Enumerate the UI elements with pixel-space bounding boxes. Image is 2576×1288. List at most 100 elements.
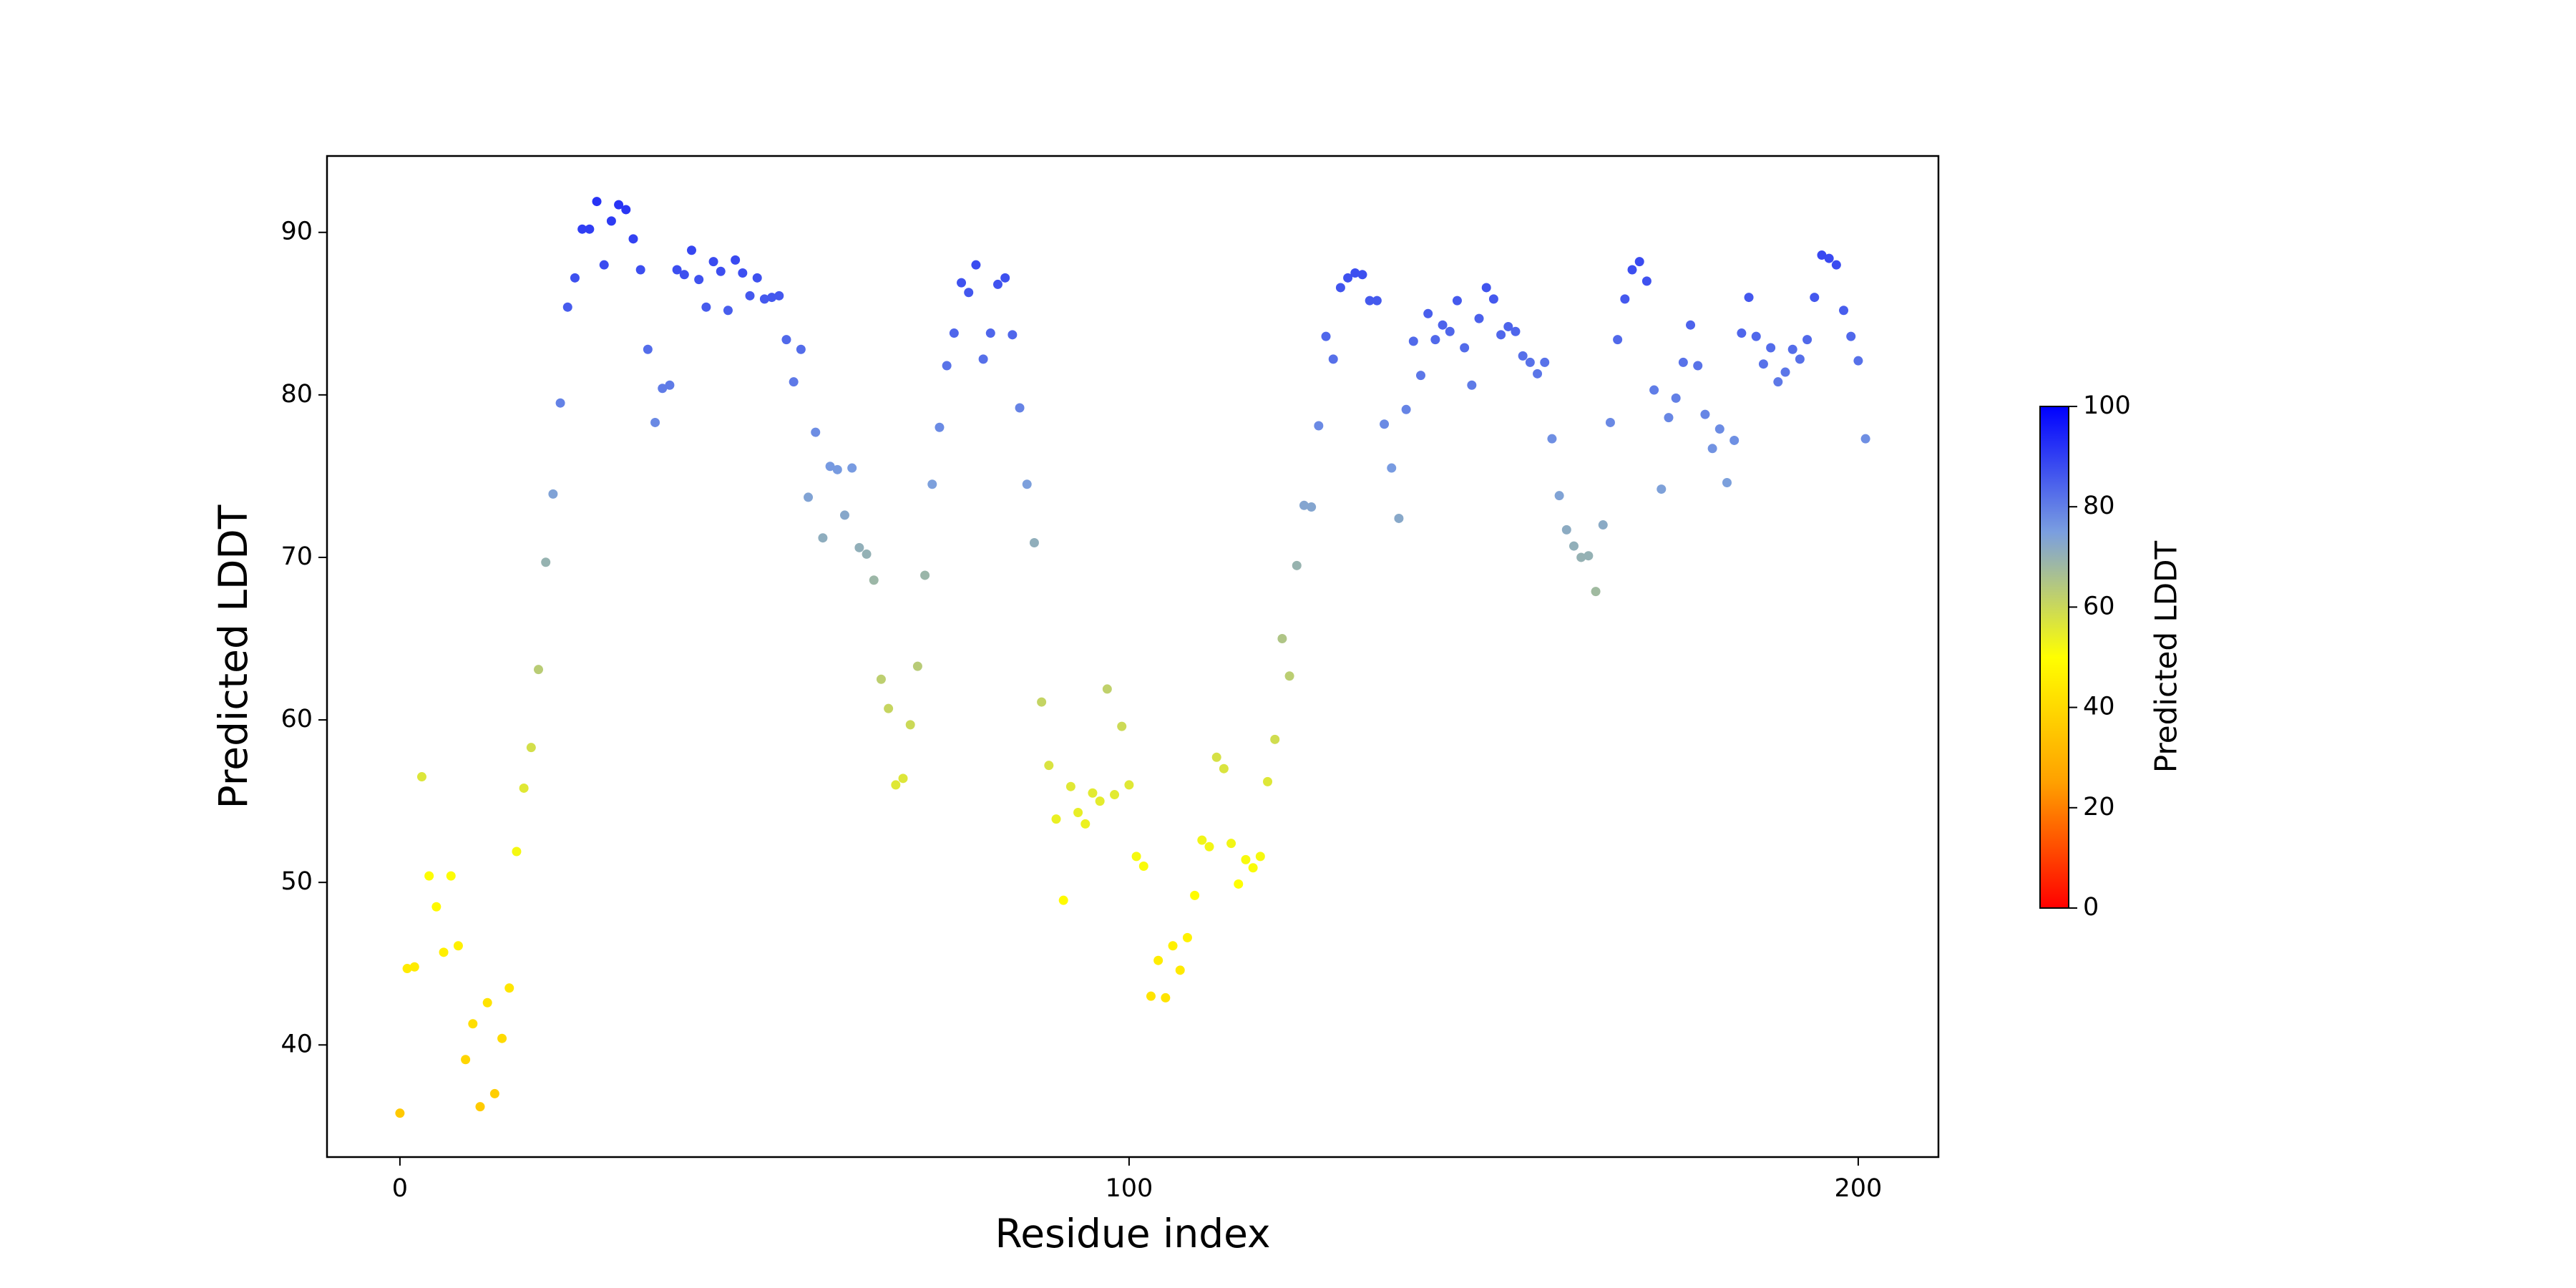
point [1729, 435, 1740, 445]
point [1168, 941, 1178, 951]
point [1678, 357, 1688, 367]
point [847, 463, 857, 473]
point [876, 674, 886, 684]
point [1423, 308, 1433, 318]
point [1561, 525, 1571, 535]
point [1401, 404, 1411, 414]
point [759, 294, 769, 304]
point [1408, 336, 1418, 346]
point [526, 743, 536, 753]
point [964, 288, 974, 298]
point [599, 260, 609, 270]
point [1204, 841, 1214, 852]
point [1161, 992, 1171, 1002]
point [1022, 479, 1032, 489]
point [1219, 763, 1229, 774]
point [1182, 932, 1192, 942]
point [1445, 326, 1455, 336]
point [1110, 790, 1120, 800]
point [1438, 320, 1448, 330]
point [1481, 283, 1491, 293]
point [1686, 320, 1696, 330]
point [679, 270, 689, 280]
point [1284, 671, 1294, 681]
point [1540, 357, 1550, 367]
point [1211, 752, 1221, 762]
point [555, 398, 565, 408]
y-tick-label: 80 [280, 380, 313, 409]
point [839, 510, 849, 520]
point [489, 1088, 499, 1098]
point [1307, 502, 1317, 512]
point [1547, 434, 1557, 444]
point [1853, 356, 1863, 366]
point [1387, 463, 1397, 473]
point [1394, 513, 1404, 523]
x-tick-label: 200 [1835, 1174, 1883, 1203]
point [1153, 955, 1163, 965]
point [825, 462, 835, 472]
point [409, 962, 419, 972]
point [1080, 819, 1091, 829]
point [402, 964, 412, 974]
y-tick-label: 70 [280, 542, 313, 571]
point [1810, 293, 1820, 303]
y-tick-label: 40 [280, 1030, 313, 1058]
point [1058, 895, 1068, 905]
point [1044, 761, 1054, 771]
point [1255, 852, 1265, 862]
point [927, 479, 937, 489]
point [439, 947, 449, 957]
point [1634, 257, 1644, 267]
point [453, 941, 463, 951]
point [461, 1055, 471, 1065]
point [1467, 380, 1477, 390]
point [832, 464, 842, 474]
point [731, 255, 741, 265]
point [1496, 330, 1506, 340]
point [774, 291, 784, 301]
point [672, 265, 682, 275]
colorbar-tick-label: 20 [2083, 793, 2115, 821]
point [694, 275, 704, 285]
point [519, 783, 529, 793]
point [811, 427, 821, 437]
point [1795, 354, 1805, 364]
point [1737, 328, 1747, 338]
point [1328, 354, 1338, 364]
point [854, 542, 864, 552]
point [1299, 500, 1309, 510]
point [920, 570, 930, 580]
point [869, 575, 879, 585]
colorbar-label: Predicted LDDT [2149, 541, 2184, 774]
point [1102, 684, 1112, 694]
point [1073, 808, 1083, 818]
y-tick-label: 60 [280, 705, 313, 733]
point [716, 266, 726, 276]
point [570, 273, 580, 283]
point [1270, 734, 1280, 744]
point [687, 245, 697, 255]
point [1605, 417, 1615, 427]
point [1707, 444, 1717, 454]
point [1343, 273, 1353, 283]
point [1460, 343, 1470, 353]
point [1065, 781, 1075, 791]
point [1015, 403, 1025, 413]
point [1380, 419, 1390, 429]
y-tick-label: 50 [280, 867, 313, 896]
point [1591, 587, 1601, 597]
point [1452, 296, 1462, 306]
point [781, 335, 791, 345]
point [1751, 331, 1761, 341]
point [1124, 780, 1134, 790]
plot-frame [326, 155, 1940, 1158]
x-tick-label: 0 [392, 1174, 408, 1203]
point [957, 278, 967, 288]
point [898, 774, 908, 784]
point [1773, 377, 1783, 387]
point [497, 1033, 507, 1043]
point [1335, 283, 1345, 293]
